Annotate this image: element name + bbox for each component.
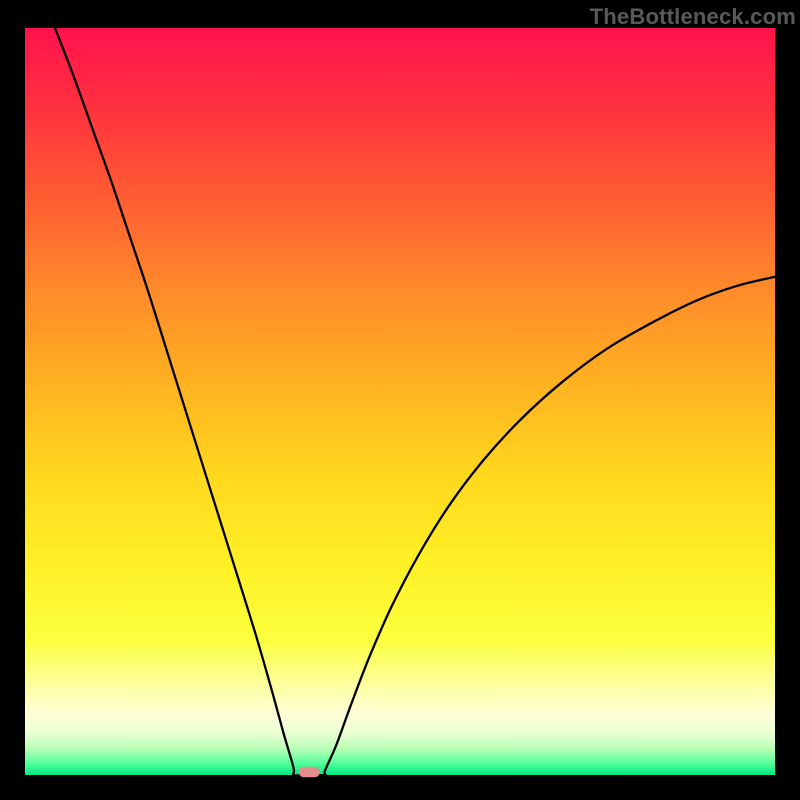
- watermark-text: TheBottleneck.com: [590, 4, 796, 30]
- bottleneck-chart: [0, 0, 800, 800]
- minimum-marker: [299, 767, 320, 777]
- plot-gradient-background: [25, 28, 775, 775]
